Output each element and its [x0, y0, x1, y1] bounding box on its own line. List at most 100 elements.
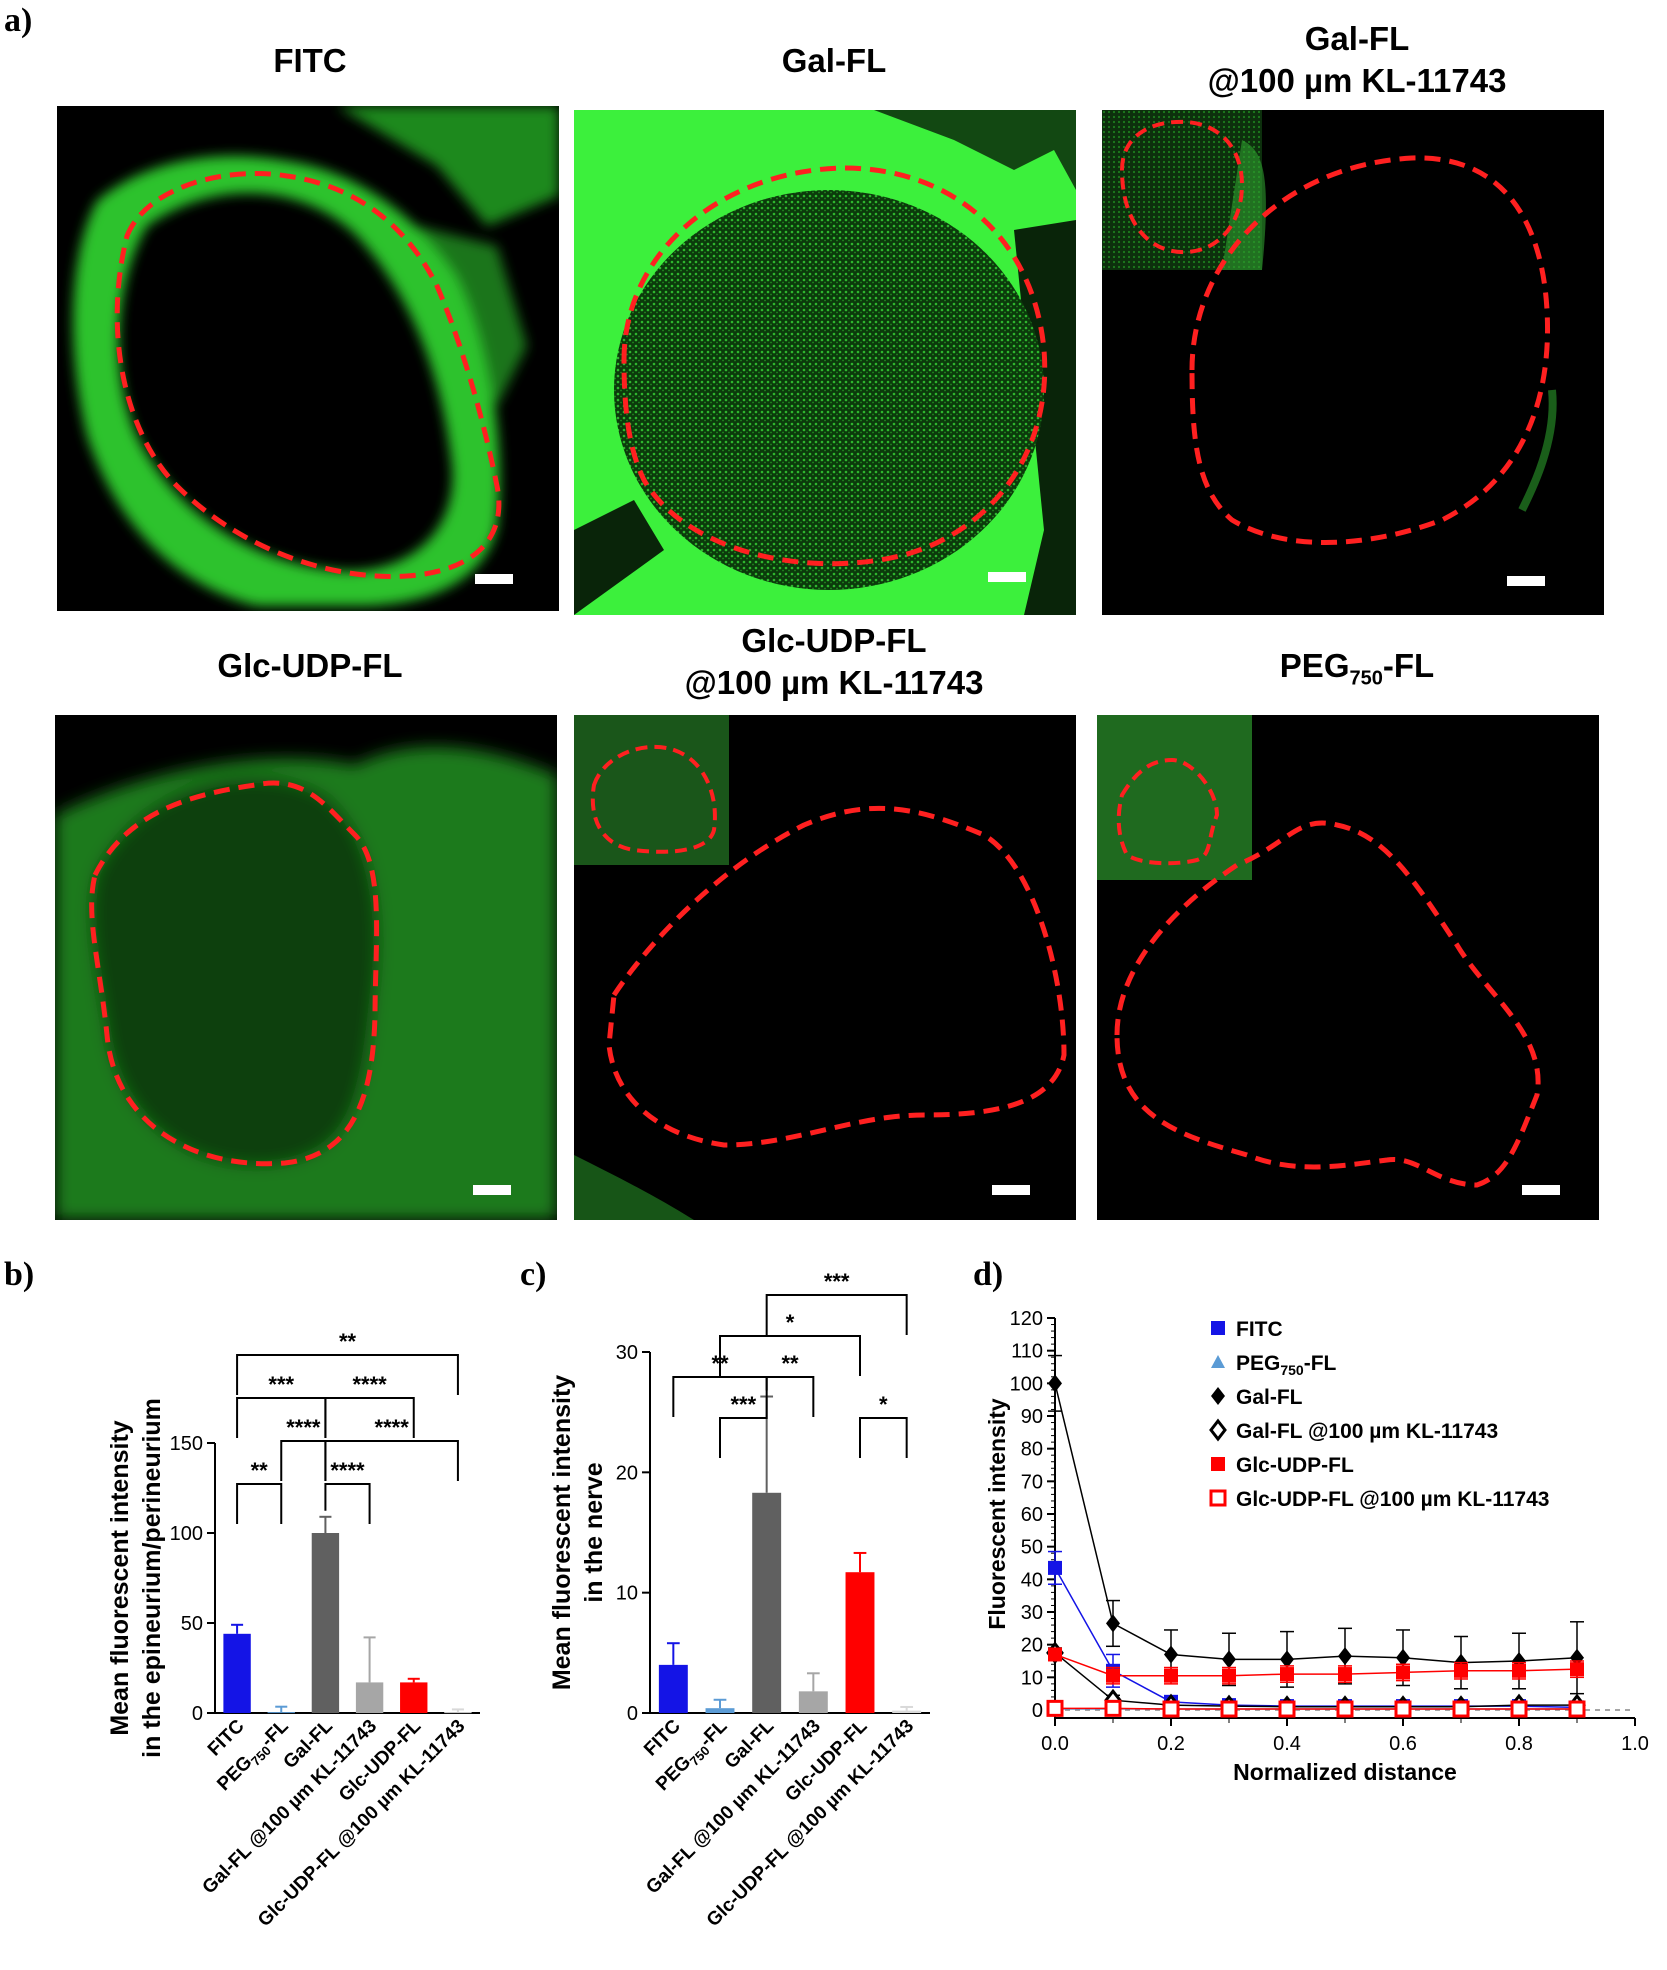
y-tick-label: 30 [1021, 1602, 1043, 1624]
data-point [1568, 1700, 1586, 1718]
significance-bracket [324, 1440, 459, 1481]
micrograph-glc-udp-fl [55, 715, 557, 1220]
y-tick-label: 150 [170, 1433, 203, 1455]
significance-bracket [859, 1417, 908, 1458]
y-tick-label: 0 [627, 1703, 638, 1725]
bar [311, 1533, 340, 1713]
data-point [1280, 1667, 1294, 1682]
data-point [1280, 1650, 1294, 1669]
y-axis-label: Mean fluorescent intensity [548, 1375, 576, 1690]
significance-label: * [879, 1392, 888, 1417]
panel-label-c: c) [520, 1256, 547, 1293]
data-point [1106, 1614, 1120, 1633]
scale-bar [475, 574, 513, 584]
data-point [1396, 1665, 1410, 1680]
data-point [1570, 1648, 1584, 1667]
data-point [1104, 1699, 1122, 1717]
data-point [1336, 1700, 1354, 1718]
bar [798, 1691, 828, 1713]
y-tick-label: 60 [1021, 1504, 1043, 1526]
inset-nerve-outline [590, 744, 717, 854]
data-point [1164, 1645, 1178, 1664]
panel-label-d: d) [973, 1256, 1004, 1293]
y-tick-label: 20 [1021, 1635, 1043, 1657]
series-line [1054, 1567, 1578, 1709]
significance-bracket [280, 1440, 327, 1481]
significance-bracket [236, 1354, 459, 1395]
y-tick-label: 80 [1021, 1439, 1043, 1461]
data-point [1222, 1650, 1236, 1669]
significance-bracket [719, 1335, 861, 1376]
bar [892, 1710, 922, 1713]
y-tick-label: 10 [616, 1583, 638, 1605]
y-tick-label: 30 [616, 1342, 638, 1364]
legend-label: Glc-UDP-FL [1236, 1454, 1354, 1477]
bar-chart-nerve: 0 10 20 30 Mean fluorescent intensity in the … [548, 1269, 930, 1931]
significance-bracket [236, 1483, 283, 1524]
significance-label: *** [730, 1392, 756, 1417]
data-point [1222, 1668, 1236, 1683]
y-tick-label: 100 [170, 1523, 203, 1545]
x-tick-label: 1.0 [1621, 1733, 1649, 1755]
micrograph-title-glc-udp-fl-kl: Glc-UDP-FL @100 µm KL-11743 [684, 622, 984, 701]
micrograph-gal-fl-kl [1102, 110, 1604, 615]
data-point [1048, 1560, 1062, 1575]
x-tick-label: 0.2 [1157, 1733, 1185, 1755]
bar [705, 1708, 735, 1713]
data-point [1510, 1700, 1528, 1718]
y-axis-label-2: in the epineurium/perineurium [138, 1398, 166, 1758]
legend-label: Gal-FL [1236, 1386, 1303, 1409]
data-point [1220, 1700, 1238, 1718]
inset-nerve-outline [1119, 119, 1245, 255]
legend-marker [1211, 1321, 1225, 1335]
bar [223, 1633, 251, 1713]
data-point [1046, 1699, 1064, 1717]
nerve-outline [606, 805, 1067, 1148]
data-point [1278, 1700, 1296, 1718]
scale-bar [988, 572, 1026, 582]
data-point [1338, 1647, 1352, 1666]
y-axis-label: Fluorescent intensity [984, 1398, 1010, 1630]
data-point [1570, 1662, 1584, 1677]
significance-bracket [324, 1483, 371, 1524]
y-tick-label: 110 [1011, 1341, 1043, 1363]
x-axis-label: Normalized distance [1233, 1759, 1457, 1785]
scale-bar [473, 1185, 511, 1195]
micrograph-title-glc-udp-fl: Glc-UDP-FL [217, 647, 403, 684]
bar [658, 1664, 688, 1713]
y-tick-label: 20 [616, 1462, 638, 1484]
nerve-outline [621, 165, 1048, 567]
data-point [1394, 1700, 1412, 1718]
micrograph-gal-fl [574, 110, 1076, 615]
micrograph-title-fitc: FITC [273, 42, 347, 79]
scale-bar [1522, 1185, 1560, 1195]
x-tick-label: 0.6 [1389, 1733, 1417, 1755]
legend-label: PEG750-FL [1236, 1352, 1337, 1378]
nerve-outline [1189, 155, 1551, 545]
y-tick-label: 100 [1010, 1373, 1043, 1395]
bar-chart-epineurium: 0 50 100 150 Mean fluorescent intensity in th… [106, 1329, 480, 1931]
y-tick-label: 10 [1021, 1667, 1043, 1689]
line-chart-distance: 0 10 20 30 40 50 60 70 80 90 100 110 120 0.0 0.2 0.4 0.6… [984, 1308, 1649, 1785]
x-tick-label: 0.4 [1273, 1733, 1301, 1755]
scale-bar [1507, 576, 1545, 586]
legend-marker [1209, 1489, 1227, 1507]
legend-label: Glc-UDP-FL @100 µm KL-11743 [1236, 1488, 1549, 1511]
y-axis-label-2: in the nerve [580, 1462, 608, 1602]
data-point [1164, 1668, 1178, 1683]
significance-label: **** [352, 1372, 387, 1397]
significance-bracket [324, 1397, 415, 1438]
y-tick-label: 70 [1021, 1471, 1043, 1493]
significance-bracket [765, 1294, 908, 1335]
micrograph-glc-udp-fl-kl [574, 715, 1076, 1220]
panel-label-a: a) [4, 2, 33, 39]
data-point [1452, 1700, 1470, 1718]
bar [355, 1682, 384, 1713]
significance-label: ** [339, 1329, 357, 1354]
scale-bar [992, 1185, 1030, 1195]
significance-label: *** [824, 1269, 850, 1294]
data-point [1048, 1374, 1062, 1393]
micrograph-peg750-fl [1097, 715, 1599, 1220]
significance-label: ** [251, 1458, 269, 1483]
data-point [1454, 1663, 1468, 1678]
